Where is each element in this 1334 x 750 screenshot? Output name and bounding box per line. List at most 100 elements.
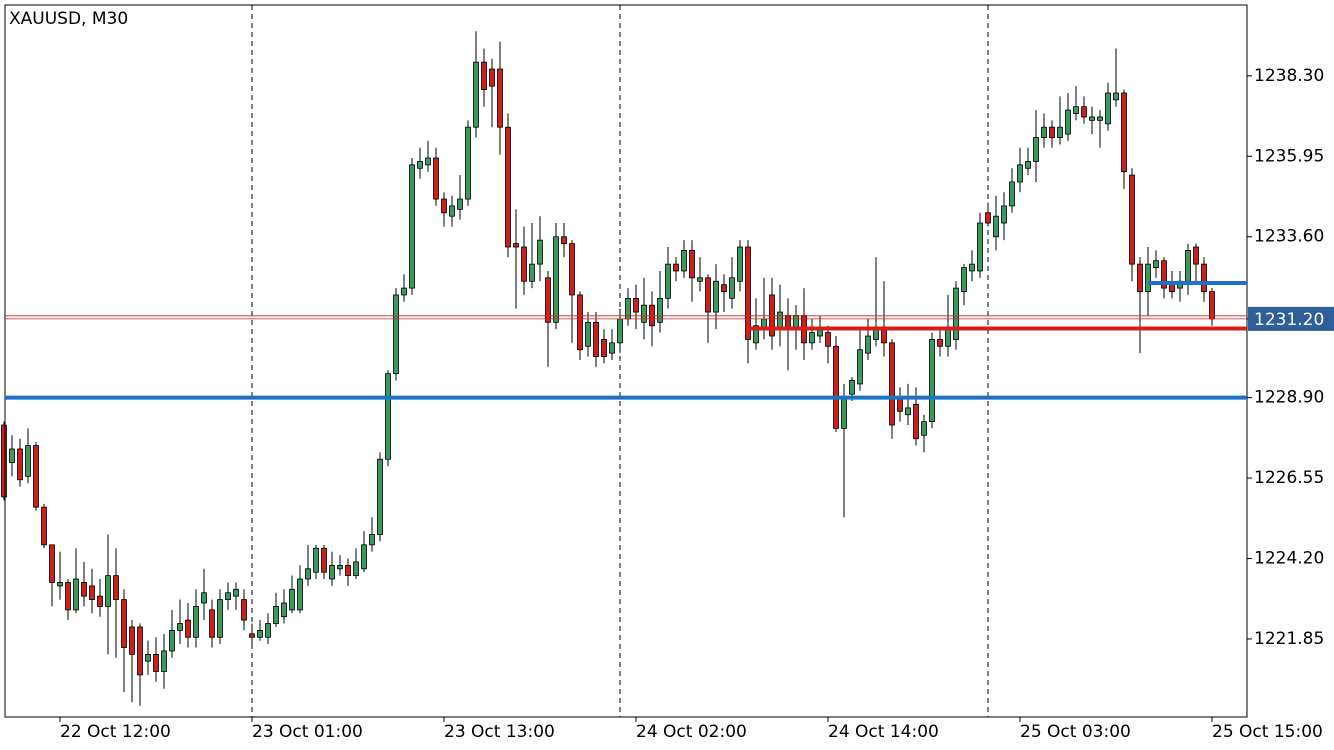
candle-body <box>1081 106 1087 118</box>
candle-body <box>281 602 287 618</box>
candle-body <box>73 578 79 611</box>
candle-body <box>977 222 983 272</box>
candle-body <box>713 280 719 313</box>
candle-body <box>377 458 383 535</box>
y-tick-label: 1221.85 <box>1254 629 1324 649</box>
candle-body <box>657 297 663 323</box>
candle-body <box>881 328 887 344</box>
candle-body <box>1057 126 1063 138</box>
candle-body <box>585 321 591 347</box>
candle-body <box>185 619 191 638</box>
candle-body <box>1137 263 1143 292</box>
candle-body <box>1161 260 1167 289</box>
candle-body <box>1105 92 1111 125</box>
candle-body <box>89 585 95 600</box>
candle-body <box>609 342 615 354</box>
candle-body <box>369 534 375 546</box>
candle-body <box>97 595 103 607</box>
candle-body <box>593 321 599 357</box>
candle-body <box>321 547 327 573</box>
candle-body <box>897 397 903 412</box>
candle-body <box>385 373 391 460</box>
candle-body <box>913 404 919 440</box>
y-tick-label: 1228.90 <box>1254 388 1324 408</box>
candle-body <box>417 161 423 169</box>
candle-body <box>273 606 279 624</box>
candle-body <box>849 380 855 395</box>
candle-body <box>393 294 399 375</box>
candle-body <box>1185 250 1191 282</box>
candle-body <box>145 653 151 662</box>
candle-body <box>569 243 575 296</box>
candle-body <box>737 246 743 282</box>
candle-body <box>217 599 223 638</box>
candle-body <box>1169 284 1175 292</box>
candle-body <box>689 250 695 279</box>
candle-body <box>305 568 311 580</box>
candle-body <box>81 582 87 597</box>
candle-body <box>209 609 215 638</box>
candle-body <box>313 547 319 573</box>
candle-body <box>697 277 703 282</box>
candle-body <box>465 126 471 200</box>
candle-body <box>993 215 999 238</box>
candle-body <box>865 335 871 354</box>
candle-body <box>297 578 303 611</box>
candle-body <box>513 243 519 248</box>
candle-body <box>25 445 31 477</box>
candle-body <box>1121 92 1127 173</box>
candle-body <box>105 575 111 607</box>
candle-body <box>41 506 47 546</box>
candle-body <box>1209 291 1215 320</box>
candle-body <box>169 629 175 652</box>
candle-body <box>497 68 503 128</box>
candle-body <box>1001 205 1007 224</box>
candle-body <box>681 250 687 272</box>
candle-body <box>57 582 63 587</box>
candle-body <box>449 205 455 217</box>
candle-body <box>1033 137 1039 162</box>
candle-body <box>873 328 879 340</box>
plot-marks <box>1 31 1215 706</box>
candle-body <box>1065 109 1071 135</box>
x-tick-label: 23 Oct 01:00 <box>252 722 363 742</box>
candle-body <box>33 445 39 508</box>
candle-body <box>969 263 975 272</box>
candle-body <box>201 592 207 604</box>
candle-body <box>665 263 671 299</box>
candle-body <box>985 212 991 224</box>
candle-body <box>1049 126 1055 138</box>
candle-body <box>233 588 239 597</box>
candle-body <box>121 599 127 648</box>
candle-body <box>361 544 367 570</box>
candle-body <box>49 544 55 583</box>
candle-body <box>345 564 351 577</box>
candle-body <box>129 626 135 655</box>
candle-body <box>929 339 935 422</box>
x-tick-label: 23 Oct 13:00 <box>444 722 555 742</box>
candle-body <box>481 61 487 90</box>
candle-body <box>329 564 335 580</box>
candle-body <box>921 421 927 436</box>
last-price-box <box>1248 306 1334 331</box>
candle-body <box>905 407 911 416</box>
candle-body <box>617 318 623 344</box>
candle-body <box>161 650 167 672</box>
candle-body <box>729 277 735 299</box>
candle-body <box>265 623 271 638</box>
y-tick-label: 1238.30 <box>1254 66 1324 86</box>
candle-body <box>745 246 751 340</box>
candle-body <box>577 294 583 351</box>
candle-body <box>489 68 495 87</box>
candle-body <box>1129 174 1135 265</box>
candle-body <box>705 277 711 313</box>
candle-body <box>425 157 431 166</box>
candle-body <box>857 349 863 385</box>
candle-body <box>353 561 359 577</box>
last-price-label: 1231.20 <box>1254 310 1324 330</box>
candle-body <box>721 284 727 292</box>
x-tick-label: 25 Oct 03:00 <box>1020 722 1131 742</box>
candle-body <box>601 339 607 357</box>
candle-body <box>545 277 551 323</box>
x-tick-label: 24 Oct 02:00 <box>636 722 747 742</box>
